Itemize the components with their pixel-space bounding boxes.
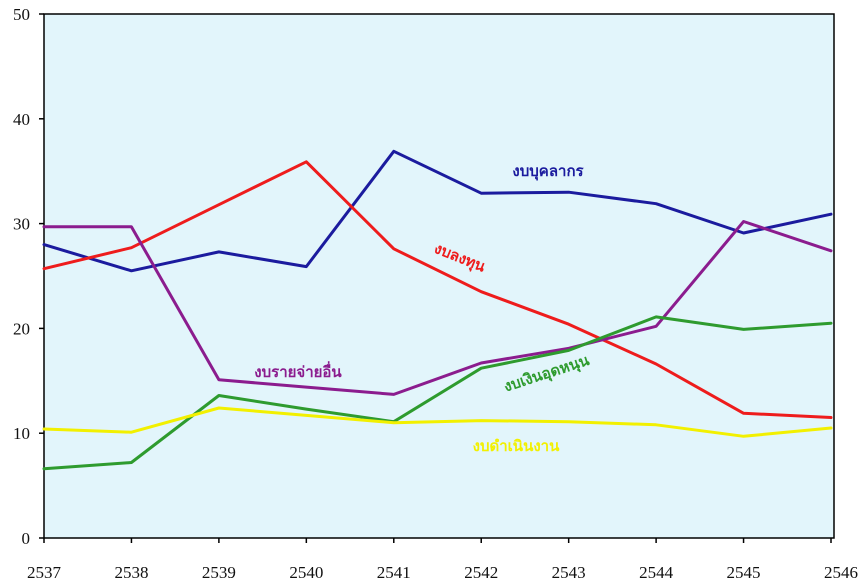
series-line-2 [42, 220, 833, 396]
series-label-4: งบดำเนินงาน [473, 437, 560, 455]
series-label-2: งบรายจ่ายอื่น [254, 361, 342, 381]
x-tick-label-8: 2545 [727, 563, 761, 582]
x-tick-label-9: 2546 [824, 563, 858, 582]
x-tick-label-7: 2544 [639, 563, 674, 582]
y-tick-label-0: 0 [22, 529, 31, 548]
plot-area [43, 13, 835, 539]
x-tick-label-1: 2538 [114, 563, 148, 582]
y-tick-label-5: 50 [13, 5, 30, 24]
x-tick-label-2: 2539 [202, 563, 236, 582]
x-tick-label-0: 2537 [27, 563, 62, 582]
y-tick-label-1: 10 [13, 424, 30, 443]
x-tick-label-6: 2543 [552, 563, 586, 582]
x-tick-label-3: 2540 [289, 563, 323, 582]
y-tick-label-2: 20 [13, 319, 30, 338]
x-tick-label-4: 2541 [377, 563, 411, 582]
series-line-4 [42, 406, 833, 438]
series-label-0: งบบุคลากร [512, 162, 584, 181]
series-line-0 [42, 149, 833, 273]
series-line-1 [42, 160, 833, 419]
x-tick-label-5: 2542 [464, 563, 498, 582]
y-tick-label-3: 30 [13, 215, 30, 234]
y-tick-label-4: 40 [13, 110, 30, 129]
series-line-3 [42, 315, 833, 471]
